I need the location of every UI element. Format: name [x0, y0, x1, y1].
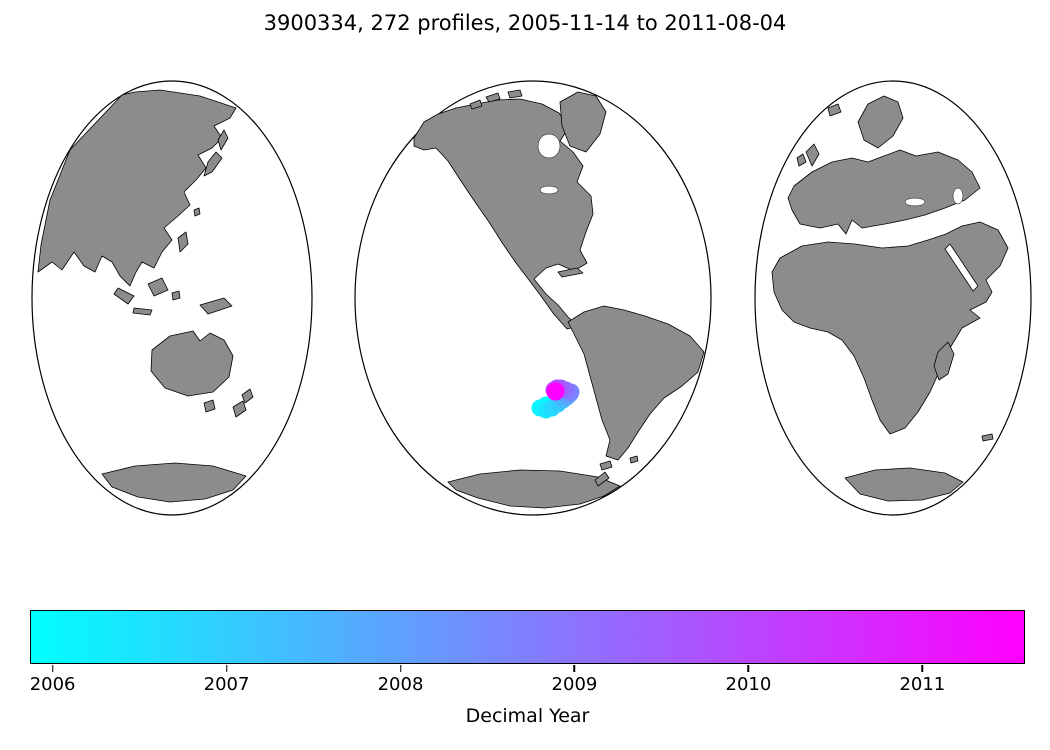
profile-scatter — [531, 379, 580, 419]
colorbar-tick-label: 2007 — [203, 674, 250, 695]
new-zealand-south-island — [232, 400, 247, 418]
tierra-del-fuego-island — [599, 460, 613, 471]
great-lakes — [539, 185, 559, 195]
madagascar-island — [933, 341, 955, 381]
colorbar-tick — [747, 665, 750, 672]
colorbar-axis-label: Decimal Year — [465, 705, 590, 727]
colorbar-tick — [921, 665, 924, 672]
tasmania-island — [203, 399, 216, 413]
new-zealand-north-island — [241, 388, 254, 404]
japan-islands — [203, 151, 223, 177]
colorbar: 2006 2007 2008 2009 2010 2011 Decimal Year — [30, 610, 1025, 740]
kerguelen-island — [981, 433, 994, 442]
sulawesi-island — [171, 290, 181, 301]
colorbar-tick — [225, 665, 228, 672]
colorbar-tick — [51, 665, 54, 672]
cuba-island — [557, 267, 584, 278]
colorbar-tick-label: 2006 — [29, 674, 76, 695]
colorbar-tick-label: 2011 — [899, 674, 946, 695]
colorbar-tick-label: 2009 — [551, 674, 598, 695]
falkland-islands — [629, 455, 639, 464]
antarctica-left-segment — [101, 462, 247, 503]
colorbar-tick — [399, 665, 402, 672]
borneo-island — [147, 277, 169, 297]
colorbar-gradient — [30, 610, 1025, 664]
caspian-sea — [952, 187, 964, 205]
asia-landmass — [37, 89, 237, 287]
africa-landmass — [771, 221, 1009, 435]
taiwan-island — [193, 207, 201, 217]
arctic-island-3 — [469, 99, 483, 110]
new-guinea-island — [199, 297, 233, 315]
java-island — [132, 307, 153, 316]
profile-point — [546, 383, 564, 401]
colorbar-tick-label: 2008 — [377, 674, 424, 695]
red-sea — [944, 243, 979, 292]
antarctic-peninsula — [594, 471, 610, 487]
arctic-island-2 — [507, 89, 523, 99]
arctic-island-1 — [485, 92, 501, 103]
scandinavia-landmass — [857, 95, 904, 149]
figure-title: 3900334, 272 profiles, 2005-11-14 to 201… — [263, 11, 787, 35]
hudson-bay — [537, 133, 561, 159]
philippines-islands — [177, 231, 189, 253]
australia-landmass — [150, 330, 234, 397]
continents — [37, 89, 1009, 509]
greenland-landmass — [559, 91, 607, 153]
colorbar-tick-label: 2010 — [725, 674, 772, 695]
antarctica-middle-segment — [447, 469, 621, 509]
black-sea — [904, 197, 926, 207]
sumatra-island — [113, 287, 135, 305]
britain-island — [805, 143, 820, 167]
sakhalin-island — [217, 129, 229, 151]
iceland-island — [827, 103, 842, 117]
europe-landmass — [787, 149, 981, 235]
colorbar-tick — [573, 665, 576, 672]
antarctica-right-segment — [844, 467, 964, 502]
ireland-island — [796, 153, 807, 167]
south-america-landmass — [567, 305, 705, 461]
